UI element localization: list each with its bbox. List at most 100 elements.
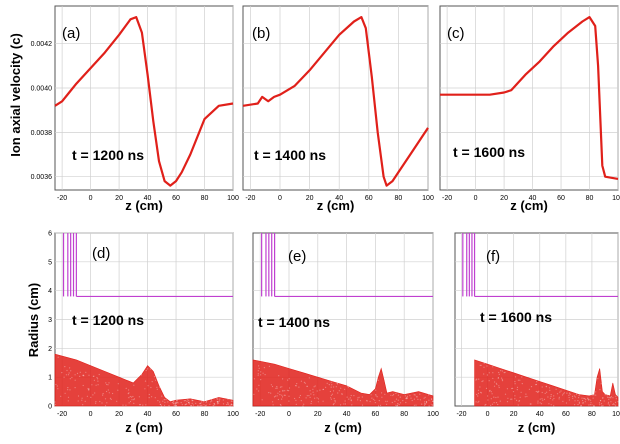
x-tick-label: 100 (427, 411, 439, 418)
x-tick-label: 80 (586, 195, 594, 202)
time-label: t = 1600 ns (453, 144, 525, 160)
particle-speckle (362, 405, 363, 406)
particle-speckle (330, 397, 331, 398)
particle-speckle (144, 388, 145, 389)
y-axis-label-velocity: Ion axial velocity (c) (8, 33, 23, 157)
particle-speckle (155, 397, 156, 398)
particle-speckle (80, 372, 81, 373)
particle-speckle (521, 392, 522, 393)
particle-speckle (407, 396, 408, 397)
particle-speckle (402, 400, 403, 401)
particle-speckle (332, 394, 333, 395)
particle-speckle (282, 396, 283, 397)
particle-speckle (359, 397, 360, 398)
particle-speckle (295, 400, 296, 401)
particle-speckle (481, 365, 482, 366)
particle-speckle (537, 402, 538, 403)
particle-speckle (92, 394, 93, 395)
particle-speckle (311, 403, 312, 404)
particle-speckle (348, 399, 349, 400)
y-tick-label: 5 (48, 259, 52, 266)
particle-speckle (98, 384, 99, 385)
particle-speckle (308, 395, 309, 396)
particle-speckle (490, 405, 491, 406)
x-tick-label: 60 (172, 411, 180, 418)
particle-speckle (542, 386, 543, 387)
panel-e: -20 0 20 40 60 80 100(e)t = 1400 nsz (cm) (253, 233, 439, 435)
particle-speckle (495, 397, 496, 398)
particle-speckle (552, 399, 553, 400)
particle-speckle (384, 394, 385, 395)
particle-speckle (81, 400, 82, 401)
particle-speckle (574, 395, 575, 396)
particle-speckle (306, 397, 307, 398)
particle-speckle (330, 391, 331, 392)
particle-speckle (278, 375, 279, 376)
particle-speckle (588, 404, 589, 405)
particle-speckle (486, 388, 487, 389)
particle-speckle (498, 385, 499, 386)
particle-speckle (217, 401, 218, 402)
particle-speckle (133, 403, 134, 404)
particle-speckle (347, 397, 348, 398)
particle-speckle (55, 384, 56, 385)
particle-speckle (78, 395, 79, 396)
particle-speckle (551, 404, 552, 405)
panel-d: -20 0 20 40 60 80 1000123456(d)t = 1200 nsz (c… (48, 231, 239, 436)
particle-speckle (181, 402, 182, 403)
y-tick-label: 0.0040 (31, 86, 53, 93)
particle-speckle (83, 385, 84, 386)
particle-speckle (96, 377, 97, 378)
particle-speckle (373, 399, 374, 400)
time-label: t = 1400 ns (254, 147, 326, 163)
particle-speckle (105, 405, 106, 406)
particle-speckle (379, 400, 380, 401)
particle-speckle (327, 383, 328, 384)
particle-speckle (111, 399, 112, 400)
particle-speckle (607, 395, 608, 396)
x-tick-label: 20 (115, 195, 123, 202)
x-tick-label: -20 (456, 411, 466, 418)
particle-speckle (122, 405, 123, 406)
panels-group: -20 0 20 40 60 80 1000.00360.00380.00400.0042(… (31, 6, 620, 435)
particle-speckle (582, 400, 583, 401)
particle-speckle (102, 395, 103, 396)
particle-speckle (377, 396, 378, 397)
x-tick-label: 100 (612, 411, 620, 418)
particle-speckle (578, 397, 579, 398)
particle-speckle (260, 374, 261, 375)
particle-speckle (254, 378, 255, 379)
y-tick-label: 6 (48, 231, 52, 238)
time-label: t = 1200 ns (72, 147, 144, 163)
particle-speckle (590, 404, 591, 405)
particle-speckle (106, 402, 107, 403)
particle-speckle (258, 375, 259, 376)
x-axis-label: z (cm) (324, 420, 362, 435)
particle-speckle (216, 398, 217, 399)
particle-speckle (360, 400, 361, 401)
particle-speckle (499, 374, 500, 375)
particle-speckle (310, 393, 311, 394)
particle-speckle (593, 398, 594, 399)
particle-speckle (117, 390, 118, 391)
particle-speckle (139, 396, 140, 397)
particle-speckle (511, 399, 512, 400)
particle-speckle (307, 395, 308, 396)
x-tick-label: 20 (306, 195, 314, 202)
particle-speckle (374, 400, 375, 401)
particle-speckle (615, 402, 616, 403)
particle-speckle (272, 386, 273, 387)
particle-speckle (380, 405, 381, 406)
particle-speckle (610, 397, 611, 398)
particle-speckle (406, 398, 407, 399)
particle-speckle (85, 372, 86, 373)
particle-speckle (201, 402, 202, 403)
particle-speckle (164, 402, 165, 403)
particle-speckle (481, 381, 482, 382)
particle-speckle (431, 398, 432, 399)
particle-speckle (612, 397, 613, 398)
particle-speckle (277, 395, 278, 396)
panel-c: -20020406080100(c)t = 1600 nsz (cm) (440, 6, 620, 213)
particle-speckle (159, 401, 160, 402)
particle-speckle (134, 398, 135, 399)
